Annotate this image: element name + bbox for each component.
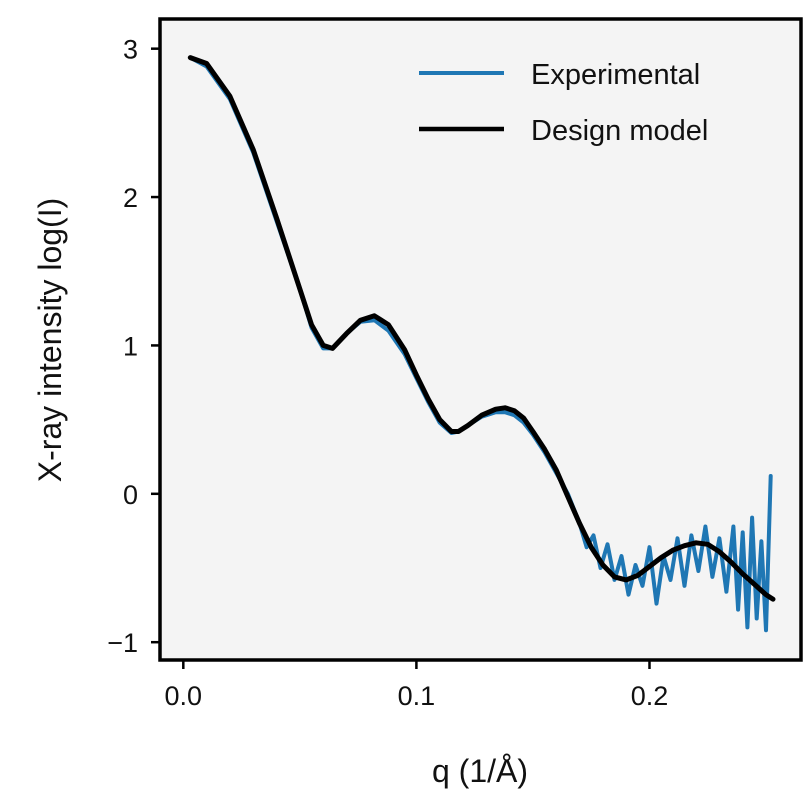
y-tick-label: 3 <box>123 35 138 65</box>
x-tick-label: 0.0 <box>165 681 203 711</box>
y-tick-label: 1 <box>123 331 138 361</box>
legend: Experimental Design model <box>419 59 708 147</box>
series-line-design-model <box>187 55 776 602</box>
plot-frame <box>158 17 803 662</box>
y-tick-label: 2 <box>123 183 138 213</box>
y-tick-label: −1 <box>107 628 138 658</box>
y-axis: −1 0 1 2 3 <box>107 35 160 658</box>
legend-label-experimental: Experimental <box>531 59 700 91</box>
x-axis-label: q (1/Å) <box>432 753 528 789</box>
series-layer <box>187 55 776 633</box>
y-axis-label: X-ray intensity log(I) <box>32 198 68 483</box>
legend-label-design-model: Design model <box>531 115 708 147</box>
y-tick-label: 0 <box>123 480 138 510</box>
x-tick-label: 0.2 <box>631 681 669 711</box>
x-axis: 0.0 0.1 0.2 <box>165 660 669 711</box>
x-tick-label: 0.1 <box>398 681 436 711</box>
